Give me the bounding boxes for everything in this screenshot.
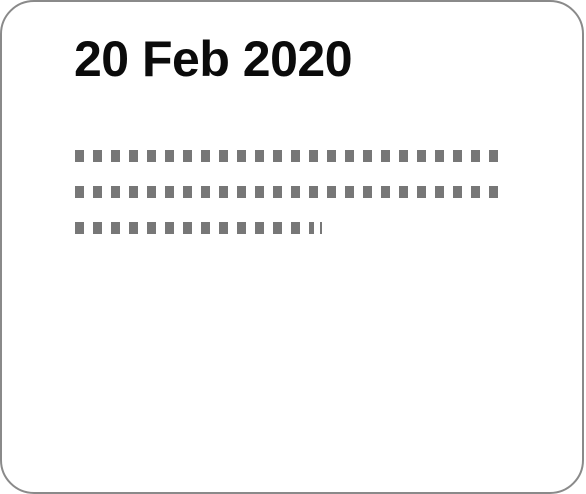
date-heading: 20 Feb 2020	[74, 31, 353, 87]
redacted-line	[75, 222, 322, 234]
redacted-line	[75, 186, 499, 198]
redacted-text-block	[75, 150, 515, 258]
text-cursor	[320, 222, 322, 234]
redacted-line	[75, 150, 499, 162]
